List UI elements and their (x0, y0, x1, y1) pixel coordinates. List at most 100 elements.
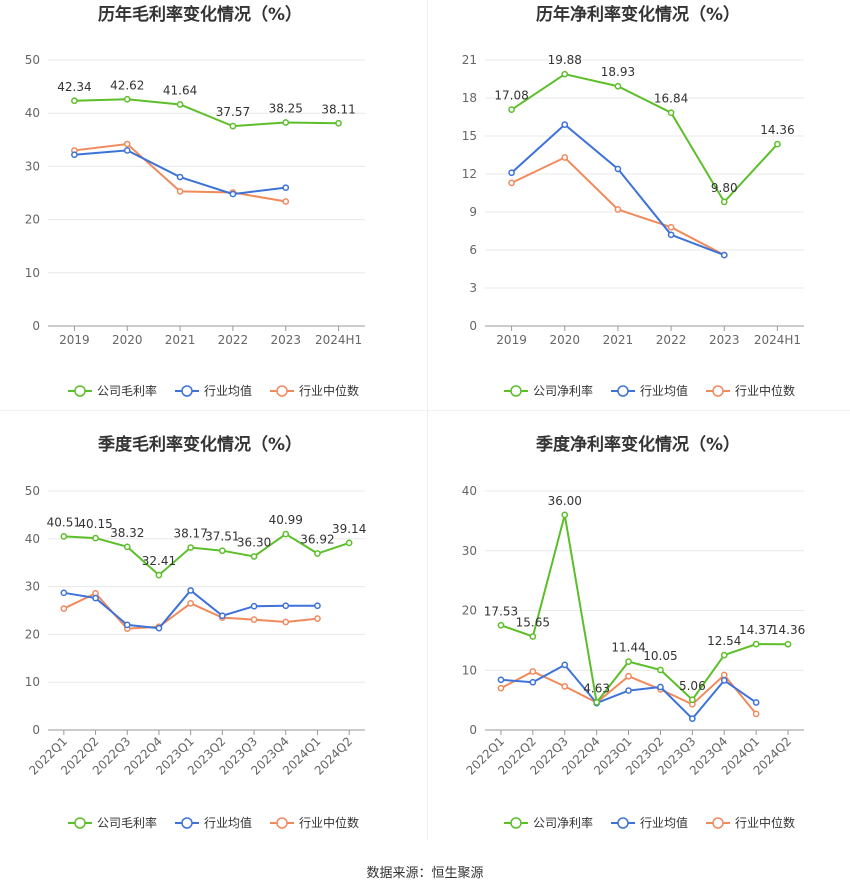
data-point (720, 651, 728, 659)
chart-title: 季度净利率变化情况（%） (536, 434, 740, 455)
x-tick-label: 2021 (165, 333, 196, 347)
y-tick-label: 40 (25, 106, 40, 120)
data-point (314, 615, 321, 622)
data-point (720, 198, 728, 206)
legend-label: 行业中位数 (299, 383, 359, 398)
data-point (508, 106, 515, 114)
y-tick-label: 0 (32, 319, 40, 333)
data-label: 42.34 (57, 80, 91, 94)
data-label: 40.15 (78, 517, 112, 531)
data-label: 32.41 (142, 554, 176, 568)
data-point (774, 140, 781, 148)
data-point (561, 683, 569, 690)
data-label: 38.25 (269, 102, 303, 116)
data-point (176, 188, 184, 195)
data-label: 41.64 (163, 83, 197, 97)
data-point (282, 602, 290, 610)
data-label: 42.62 (110, 78, 144, 92)
y-tick-label: 3 (469, 281, 477, 295)
y-tick-label: 0 (469, 723, 477, 737)
data-label: 40.99 (269, 513, 303, 527)
y-tick-label: 20 (25, 627, 40, 641)
data-label: 40.51 (47, 515, 81, 529)
data-label: 18.93 (601, 65, 635, 79)
y-tick-label: 10 (25, 266, 40, 280)
y-tick-label: 21 (462, 53, 477, 67)
legend-label: 公司净利率 (533, 383, 593, 398)
data-label: 14.36 (771, 623, 805, 637)
series-line (511, 73, 779, 204)
y-tick-label: 30 (25, 580, 40, 594)
data-point (60, 589, 68, 597)
data-label: 19.88 (548, 53, 582, 67)
data-point (752, 640, 760, 648)
data-point (187, 599, 194, 607)
data-point (123, 147, 131, 154)
y-tick-label: 30 (25, 159, 40, 173)
data-point (60, 605, 68, 612)
data-point (614, 165, 622, 173)
legend-marker (74, 817, 86, 829)
series-line (63, 589, 318, 630)
x-tick-label: 2022 (656, 333, 687, 347)
data-point (667, 231, 675, 239)
legend-label: 行业均值 (204, 383, 252, 398)
legend-marker (276, 817, 288, 829)
data-point (561, 154, 569, 161)
data-point (614, 206, 622, 213)
data-point (752, 699, 760, 706)
chart-quarterly-gross-margin: 季度毛利率变化情况（%）010203040502022Q12022Q22022Q… (25, 434, 367, 830)
data-point (335, 119, 342, 127)
legend-label: 行业中位数 (735, 383, 795, 398)
data-point (497, 684, 505, 692)
legend-label: 行业均值 (204, 815, 252, 830)
data-label: 10.05 (643, 649, 677, 663)
data-point (667, 223, 675, 231)
chart-title: 历年毛利率变化情况（%） (98, 4, 302, 25)
data-point (92, 534, 99, 542)
data-label: 37.51 (205, 530, 239, 544)
data-label: 39.14 (332, 522, 366, 536)
data-point (282, 198, 290, 205)
series-line (74, 149, 286, 196)
data-point (229, 190, 237, 198)
data-point (561, 511, 569, 519)
data-point (219, 547, 226, 555)
y-tick-label: 50 (25, 53, 40, 67)
data-point (187, 544, 194, 551)
chart-panel-quarterly-net-margin: 季度净利率变化情况（%） 0 10 20 30 40 2022Q1 2022Q2 2022Q3 2… (428, 430, 850, 840)
data-point (508, 179, 515, 187)
y-tick-label: 30 (462, 544, 477, 558)
data-point (250, 553, 258, 560)
data-point (176, 101, 184, 108)
data-point (752, 710, 760, 718)
y-tick-label: 0 (469, 319, 477, 333)
x-tick-label: 2019 (59, 333, 90, 347)
data-point (123, 543, 131, 551)
data-point (123, 621, 131, 629)
data-point (219, 612, 226, 620)
data-point (529, 678, 537, 686)
data-point (314, 602, 321, 610)
data-point (229, 122, 237, 130)
data-point (720, 671, 728, 679)
y-tick-label: 20 (25, 213, 40, 227)
data-point (529, 633, 537, 640)
chart-annual-net-margin: 历年净利率变化情况（%） 0 3 6 9 12 15 18 21 2019 2020 2021 2022… (462, 4, 804, 398)
data-point (614, 82, 622, 90)
data-point (282, 618, 290, 626)
data-point (561, 661, 569, 669)
legend-label: 行业中位数 (735, 815, 795, 830)
x-tick-label: 2020 (112, 333, 143, 347)
data-point (497, 676, 505, 684)
chart-annual-gross-margin: 历年毛利率变化情况（%） 0 10 20 30 40 50 2019 2020 2021 2022 2… (25, 4, 365, 398)
legend-label: 公司净利率 (533, 815, 593, 830)
data-point (561, 70, 569, 78)
series-line (74, 98, 339, 128)
legend-label: 行业均值 (640, 815, 688, 830)
data-label: 36.30 (237, 535, 271, 549)
chart-title: 历年净利率变化情况（%） (536, 4, 740, 25)
data-point (345, 539, 353, 547)
data-label: 38.17 (173, 527, 207, 541)
data-label: 15.65 (516, 615, 550, 629)
